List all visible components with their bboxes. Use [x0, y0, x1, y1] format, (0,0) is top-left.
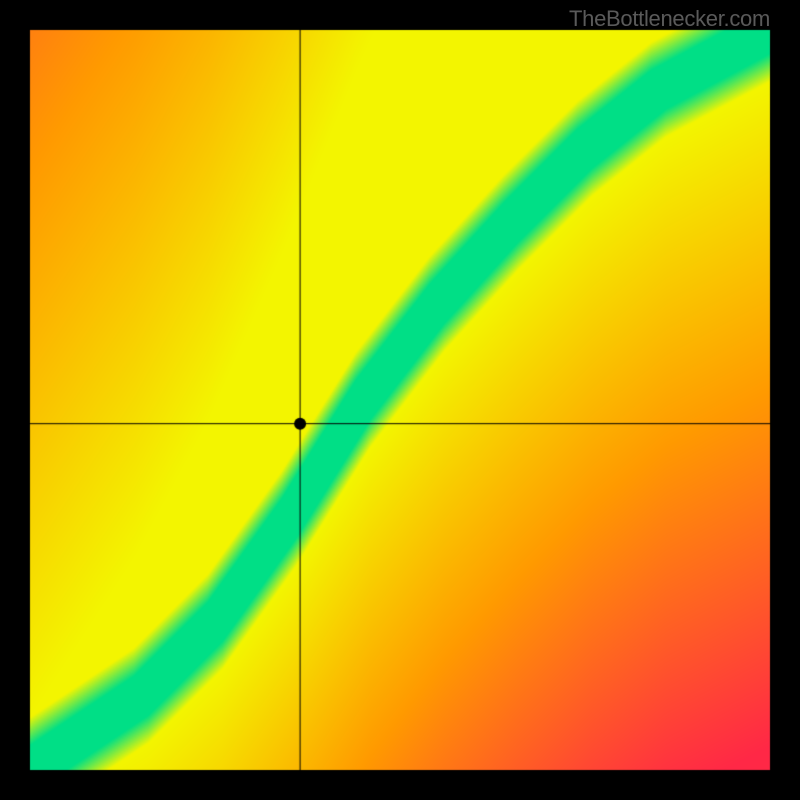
- heatmap-canvas: [0, 0, 800, 800]
- watermark-text: TheBottlenecker.com: [569, 6, 770, 32]
- chart-container: TheBottlenecker.com: [0, 0, 800, 800]
